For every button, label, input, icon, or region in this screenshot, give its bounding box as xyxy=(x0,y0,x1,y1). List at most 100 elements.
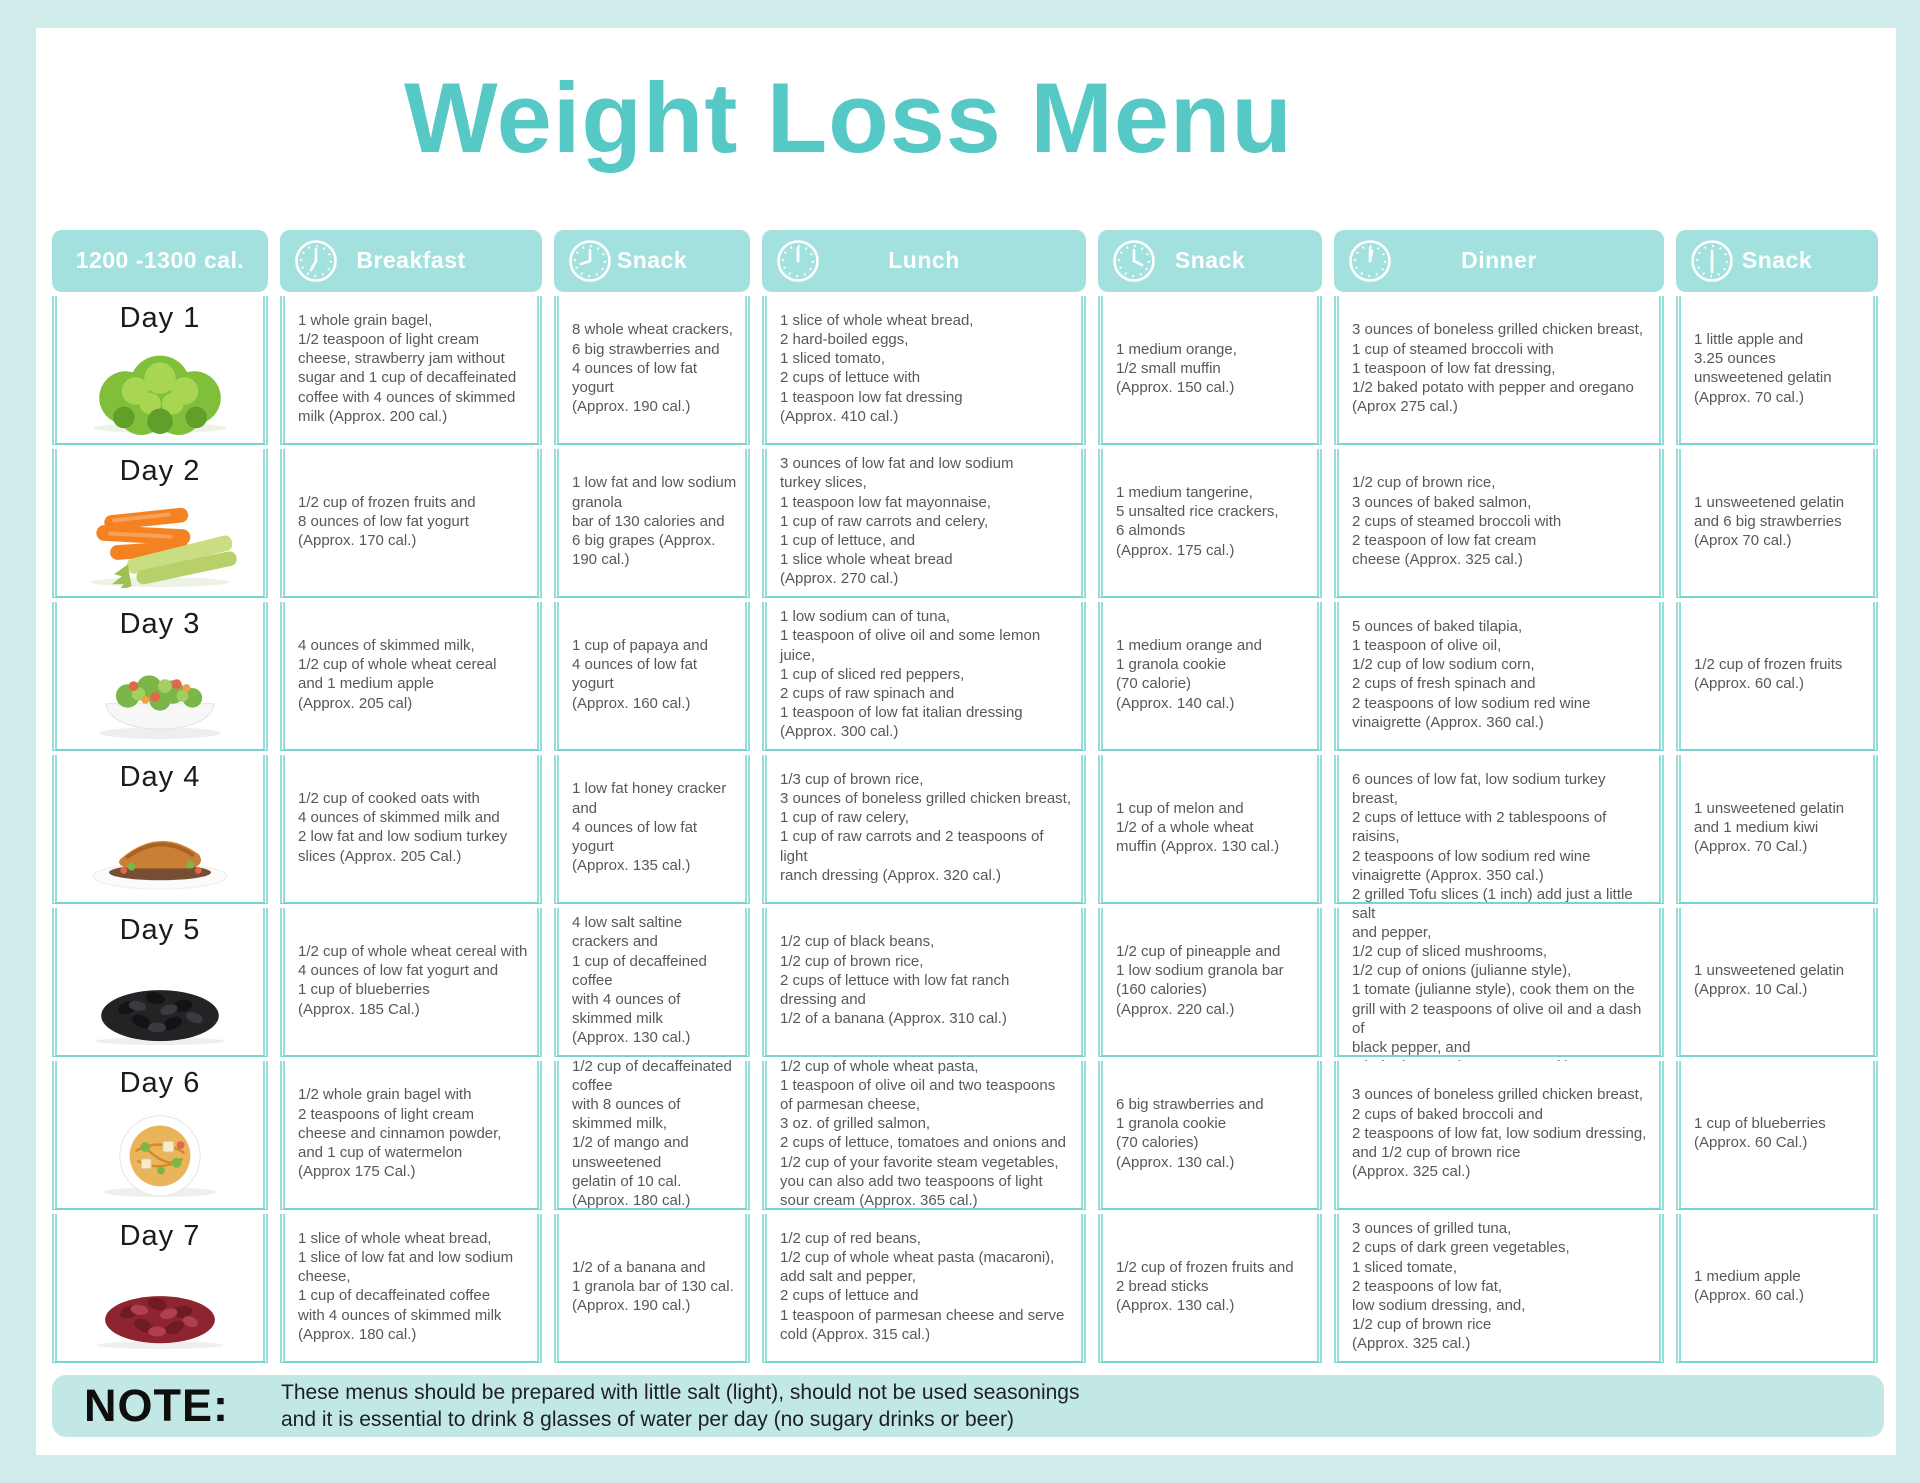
day-6-dinner: 3 ounces of boneless grilled chicken bre… xyxy=(1352,1086,1647,1181)
header-breakfast: Breakfast xyxy=(280,229,542,292)
header-calories: 1200 -1300 cal. xyxy=(52,229,268,292)
day-2-snack3-cell: 1 unsweetened gelatin and 6 big strawber… xyxy=(1676,448,1878,598)
day-1-dinner-cell: 3 ounces of boneless grilled chicken bre… xyxy=(1334,295,1664,445)
day-5-snack2: 1/2 cup of pineapple and 1 low sodium gr… xyxy=(1116,943,1284,1018)
calories-label: 1200 -1300 cal. xyxy=(75,247,245,274)
day-2-snack2: 1 medium tangerine, 5 unsalted rice crac… xyxy=(1116,484,1279,559)
day-6-lunch-cell: 1/2 cup of whole wheat pasta, 1 teaspoon… xyxy=(762,1058,1086,1210)
day-1-dinner: 3 ounces of boneless grilled chicken bre… xyxy=(1352,321,1644,416)
day-3-dinner-cell: 5 ounces of baked tilapia, 1 teaspoon of… xyxy=(1334,601,1664,751)
day-4-breakfast-cell: 1/2 cup of cooked oats with 4 ounces of … xyxy=(280,754,542,904)
day-3-snack3: 1/2 cup of frozen fruits (Approx. 60 cal… xyxy=(1694,656,1843,693)
day-6-snack3: 1 cup of blueberries (Approx. 60 Cal.) xyxy=(1694,1115,1826,1152)
day-5-dinner-cell: 2 grilled Tofu slices (1 inch) add just … xyxy=(1334,886,1664,1075)
day-5-lunch-cell: 1/2 cup of black beans, 1/2 cup of brown… xyxy=(762,907,1086,1057)
header-snack-3: Snack xyxy=(1676,229,1878,292)
page-title: Weight Loss Menu xyxy=(404,62,1293,173)
day-7-snack1-cell: 1/2 of a banana and 1 granola bar of 130… xyxy=(554,1213,750,1363)
day-7-label: Day 7 xyxy=(119,1219,201,1252)
day-6-snack2-cell: 6 big strawberries and 1 granola cookie … xyxy=(1098,1060,1322,1210)
day-4-lunch: 1/3 cup of brown rice, 3 ounces of bonel… xyxy=(780,770,1072,884)
clock-icon xyxy=(1349,240,1391,282)
header-dinner: Dinner xyxy=(1334,229,1664,292)
day-3-snack1: 1 cup of papaya and 4 ounces of low fat … xyxy=(572,637,708,712)
day-7-lunch-cell: 1/2 cup of red beans, 1/2 cup of whole w… xyxy=(762,1213,1086,1363)
day-6-label: Day 6 xyxy=(119,1066,201,1099)
day-2-snack2-cell: 1 medium tangerine, 5 unsalted rice crac… xyxy=(1098,448,1322,598)
day-3-snack2-cell: 1 medium orange and 1 granola cookie (70… xyxy=(1098,601,1322,751)
day-7-dinner-cell: 3 ounces of grilled tuna, 2 cups of dark… xyxy=(1334,1213,1664,1363)
day-1-snack2-cell: 1 medium orange, 1/2 small muffin (Appro… xyxy=(1098,295,1322,445)
day-4-snack3-cell: 1 unsweetened gelatin and 1 medium kiwi … xyxy=(1676,754,1878,904)
header-snack-2-label: Snack xyxy=(1174,247,1246,274)
day-2-label: Day 2 xyxy=(119,454,201,487)
day-5-breakfast: 1/2 cup of whole wheat cereal with 4 oun… xyxy=(298,943,528,1018)
day-1-snack3: 1 little apple and 3.25 ounces unsweeten… xyxy=(1694,331,1832,406)
day-2-snack3: 1 unsweetened gelatin and 6 big strawber… xyxy=(1694,493,1845,550)
day-1-label: Day 1 xyxy=(119,301,201,334)
note-text: These menus should be prepared with litt… xyxy=(281,1380,1080,1431)
red-beans-image xyxy=(97,1296,223,1350)
day-7-snack3-cell: 1 medium apple (Approx. 60 cal.) xyxy=(1676,1213,1878,1363)
day-5-breakfast-cell: 1/2 cup of whole wheat cereal with 4 oun… xyxy=(280,907,542,1057)
day-7-snack2: 1/2 cup of frozen fruits and 2 bread sti… xyxy=(1116,1258,1294,1315)
day-5-cell: Day 5 xyxy=(52,907,268,1057)
black-beans-image xyxy=(95,990,225,1045)
day-5-snack3-cell: 1 unsweetened gelatin (Approx. 10 Cal.) xyxy=(1676,907,1878,1057)
day-1-lunch-cell: 1 slice of whole wheat bread, 2 hard-boi… xyxy=(762,295,1086,445)
note-label: NOTE: xyxy=(84,1379,229,1431)
day-1-snack2: 1 medium orange, 1/2 small muffin (Appro… xyxy=(1116,340,1237,397)
day-3-breakfast-cell: 4 ounces of skimmed milk, 1/2 cup of who… xyxy=(280,601,542,751)
day-7-cell: Day 7 xyxy=(52,1213,268,1363)
day-7-breakfast: 1 slice of whole wheat bread, 1 slice of… xyxy=(298,1229,514,1343)
day-6-snack3-cell: 1 cup of blueberries (Approx. 60 Cal.) xyxy=(1676,1060,1878,1210)
day-6-dinner-cell: 3 ounces of boneless grilled chicken bre… xyxy=(1334,1060,1664,1210)
day-1-breakfast: 1 whole grain bagel, 1/2 teaspoon of lig… xyxy=(298,311,517,425)
day-1-snack1: 8 whole wheat crackers, 6 big strawberri… xyxy=(572,321,733,416)
menu-page: Weight Loss Menu 1200 -1300 cal. Breakfa… xyxy=(36,28,1896,1455)
carrots-and-celery-image xyxy=(91,507,237,588)
clock-icon xyxy=(1113,240,1155,282)
day-5-snack2-cell: 1/2 cup of pineapple and 1 low sodium gr… xyxy=(1098,907,1322,1057)
header-breakfast-label: Breakfast xyxy=(356,247,466,274)
day-5-lunch: 1/2 cup of black beans, 1/2 cup of brown… xyxy=(780,933,1010,1028)
day-2-lunch-cell: 3 ounces of low fat and low sodium turke… xyxy=(762,448,1086,598)
grilled-chicken-plate-image xyxy=(92,840,228,890)
day-2-dinner: 1/2 cup of brown rice, 3 ounces of baked… xyxy=(1352,474,1562,569)
day-5-snack1-cell: 4 low salt saltine crackers and 1 cup of… xyxy=(554,907,750,1057)
title-wrap: Weight Loss Menu xyxy=(36,66,1896,170)
day-7-dinner: 3 ounces of grilled tuna, 2 cups of dark… xyxy=(1352,1220,1570,1353)
day-3-dinner: 5 ounces of baked tilapia, 1 teaspoon of… xyxy=(1352,617,1591,731)
day-3-lunch-cell: 1 low sodium can of tuna, 1 teaspoon of … xyxy=(762,601,1086,751)
day-4-lunch-cell: 1/3 cup of brown rice, 3 ounces of bonel… xyxy=(762,754,1086,904)
day-1-breakfast-cell: 1 whole grain bagel, 1/2 teaspoon of lig… xyxy=(280,295,542,445)
header-lunch: Lunch xyxy=(762,229,1086,292)
clock-icon xyxy=(777,240,819,282)
day-3-snack2: 1 medium orange and 1 granola cookie (70… xyxy=(1116,637,1262,712)
day-4-breakfast: 1/2 cup of cooked oats with 4 ounces of … xyxy=(298,790,508,865)
day-3-cell: Day 3 xyxy=(52,601,268,751)
note-bar: NOTE: These menus should be prepared wit… xyxy=(52,1374,1884,1437)
day-4-snack2-cell: 1 cup of melon and 1/2 of a whole wheat … xyxy=(1098,754,1322,904)
day-1-snack3-cell: 1 little apple and 3.25 ounces unsweeten… xyxy=(1676,295,1878,445)
day-2-snack1: 1 low fat and low sodium granola bar of … xyxy=(572,474,737,569)
day-5-dinner: 2 grilled Tofu slices (1 inch) add just … xyxy=(1352,885,1642,1076)
day-6-lunch: 1/2 cup of whole wheat pasta, 1 teaspoon… xyxy=(780,1057,1067,1209)
day-7-snack2-cell: 1/2 cup of frozen fruits and 2 bread sti… xyxy=(1098,1213,1322,1363)
menu-table: 1200 -1300 cal. Breakfast Snack Lunch Sn… xyxy=(52,229,1884,1363)
day-3-breakfast: 4 ounces of skimmed milk, 1/2 cup of who… xyxy=(298,637,497,712)
day-3-lunch: 1 low sodium can of tuna, 1 teaspoon of … xyxy=(780,608,1041,741)
day-3-label: Day 3 xyxy=(119,607,201,640)
stir-fry-plate-image xyxy=(103,1115,217,1197)
day-4-dinner: 6 ounces of low fat, low sodium turkey b… xyxy=(1352,770,1607,884)
day-5-label: Day 5 xyxy=(119,913,201,946)
day-4-snack1-cell: 1 low fat honey cracker and 4 ounces of … xyxy=(554,754,750,904)
day-2-cell: Day 2 xyxy=(52,448,268,598)
header-snack-3-label: Snack xyxy=(1741,247,1813,274)
day-2-breakfast: 1/2 cup of frozen fruits and 8 ounces of… xyxy=(298,493,476,550)
day-2-dinner-cell: 1/2 cup of brown rice, 3 ounces of baked… xyxy=(1334,448,1664,598)
day-6-snack1: 1/2 cup of decaffeinated coffee with 8 o… xyxy=(572,1057,732,1209)
header-dinner-label: Dinner xyxy=(1461,247,1537,274)
lettuce-image xyxy=(93,355,227,435)
day-7-snack3: 1 medium apple (Approx. 60 cal.) xyxy=(1694,1268,1805,1305)
